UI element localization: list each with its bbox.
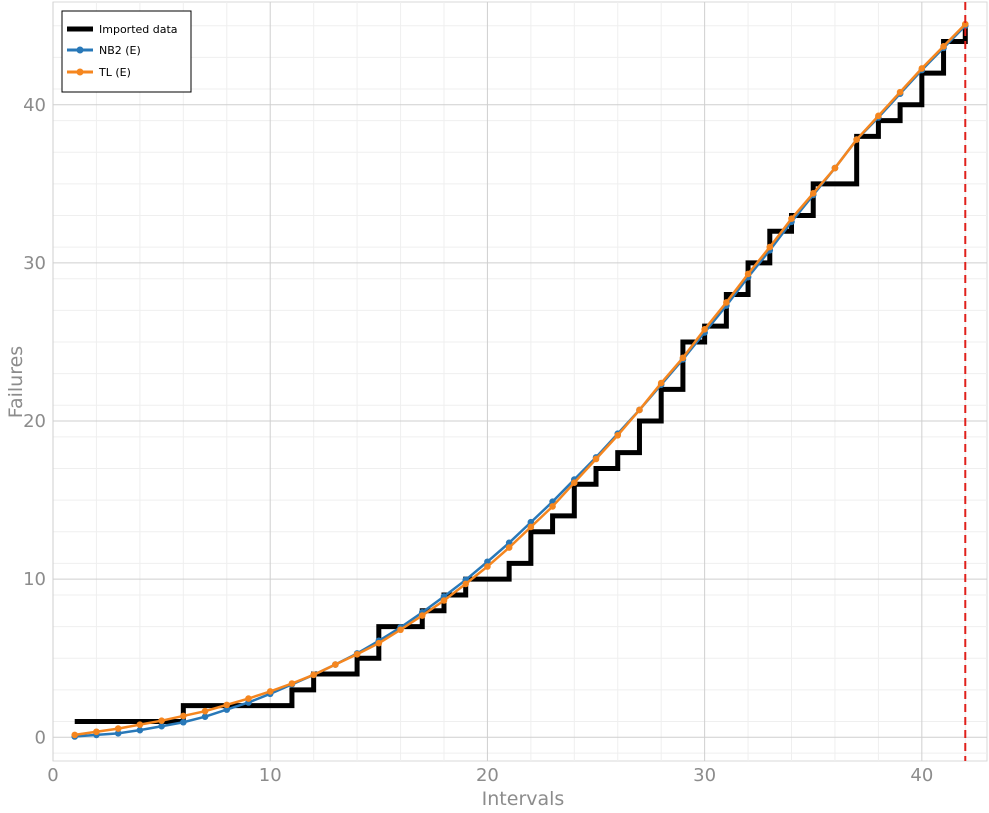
point-tl [505,544,513,551]
grid-major [52,2,987,761]
point-tl [158,717,165,724]
y-tick-label: 40 [23,95,46,116]
point-tl [961,20,969,28]
point-tl [679,354,687,362]
point-tl [527,523,535,531]
point-tl [875,112,882,120]
point-tl [592,455,600,463]
y-tick-label: 20 [23,411,46,432]
point-tl [657,379,665,387]
point-tl [397,626,404,634]
plot-area [52,1,988,762]
point-tl [353,650,361,658]
y-tick-label: 0 [35,727,46,748]
point-nb2 [180,718,187,726]
point-tl [462,580,469,588]
point-tl [896,88,904,96]
point-tl [266,688,274,695]
point-tl [418,612,426,619]
point-tl [636,406,643,414]
point-tl [918,65,926,72]
point-nb2 [201,713,209,721]
point-tl [310,671,317,679]
series-layer [71,2,969,761]
point-tl [440,597,448,604]
point-tl [744,270,752,278]
x-tick-label: 30 [693,765,716,786]
point-tl [940,42,947,50]
point-tl [701,326,708,333]
point-tl [484,563,491,570]
point-tl [723,299,730,306]
point-nb2 [223,706,231,713]
y-tick-label: 10 [23,569,46,590]
point-tl [114,725,122,732]
point-tl [614,431,622,439]
point-tl [831,164,839,172]
point-tl [788,215,795,222]
tick-labels: 0 10 20 30 40 0 10 20 30 40 [23,95,933,786]
x-axis-title: Intervals [482,788,565,810]
point-tl [549,503,556,510]
y-tick-label: 30 [23,253,46,274]
y-axis-title: Failures [5,346,27,418]
point-tl [571,479,578,487]
point-tl [332,661,339,668]
point-tl [93,728,100,736]
point-tl [853,136,860,143]
legend-label-nb2: NB2 (E) [99,44,141,57]
legend-label-tl: TL (E) [98,66,131,79]
point-tl [136,721,144,728]
point-tl [223,701,231,709]
legend-marker-nb2 [76,46,84,54]
point-nb2 [136,726,144,734]
legend-label-imported: Imported data [99,23,178,36]
point-tl [245,695,252,702]
x-tick-label: 20 [476,765,499,786]
point-tl [71,731,79,739]
point-nb2 [114,730,122,737]
point-tl [766,243,774,251]
point-tl [809,190,817,197]
x-tick-label: 0 [47,765,58,786]
point-nb2 [158,722,165,730]
legend-marker-tl [76,68,84,76]
point-tl [288,680,296,687]
series-line-tl [74,23,967,737]
point-tl [375,639,383,647]
x-tick-label: 10 [259,765,282,786]
point-tl [180,712,187,720]
legend: Imported data NB2 (E) TL (E) [61,10,192,93]
point-tl [201,707,209,715]
x-tick-label: 40 [910,765,933,786]
